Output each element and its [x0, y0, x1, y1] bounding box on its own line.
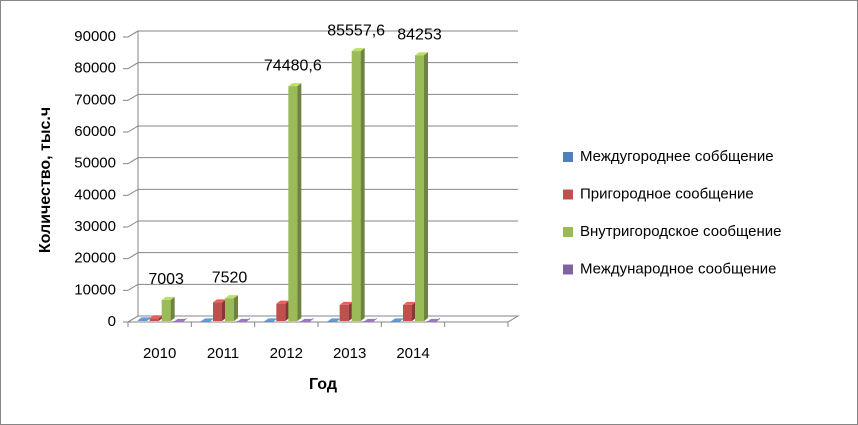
- bar: [225, 295, 238, 321]
- data-label: 74480,6: [264, 57, 322, 74]
- bar: [339, 301, 353, 321]
- grid-line: [127, 220, 518, 228]
- x-axis-title: Год: [309, 376, 337, 393]
- y-tick-label: 40000: [74, 186, 116, 203]
- y-tick-label: 30000: [74, 218, 116, 235]
- bar: [351, 48, 365, 322]
- bar-top: [276, 300, 290, 304]
- x-tick-label: 2014: [396, 345, 429, 362]
- bar-top: [415, 52, 428, 56]
- grid-line: [127, 283, 518, 291]
- legend-label: Международное сообщение: [580, 260, 776, 277]
- legend-swatch: [563, 264, 573, 275]
- y-tick-label: 10000: [74, 281, 116, 298]
- bar: [161, 296, 175, 321]
- bar-front: [339, 304, 349, 321]
- y-tick-label: 50000: [74, 155, 116, 172]
- bar: [363, 318, 377, 322]
- bar-front: [161, 299, 171, 321]
- bar-top: [149, 315, 163, 319]
- y-axis-title: Количество, тыс.ч: [37, 107, 54, 253]
- bar: [300, 318, 314, 322]
- bar: [415, 52, 428, 322]
- bar-side: [170, 296, 175, 321]
- bar-side: [424, 52, 428, 322]
- bar-front: [415, 55, 424, 322]
- bar-top: [363, 318, 377, 322]
- bar-front: [351, 51, 361, 322]
- grid-line: [127, 252, 518, 260]
- legend-swatch: [563, 152, 573, 162]
- y-tick-label: 20000: [74, 250, 116, 267]
- y-tick-label: 60000: [74, 123, 116, 140]
- grid-line: [127, 188, 518, 196]
- bar-front: [213, 302, 222, 321]
- grid-line: [127, 157, 518, 165]
- x-tick-label: 2010: [143, 345, 176, 362]
- bar-top: [300, 318, 314, 322]
- bar-front: [225, 298, 234, 321]
- bar-front: [288, 86, 298, 321]
- bar-side: [234, 295, 238, 321]
- x-tick-label: 2011: [207, 345, 239, 362]
- legend-swatch: [563, 227, 573, 237]
- bar: [213, 299, 226, 321]
- bar: [427, 318, 440, 322]
- bar-top: [201, 318, 214, 322]
- bar-top: [173, 318, 187, 322]
- bar: [288, 83, 302, 321]
- bar-top: [237, 318, 250, 322]
- bar: [276, 300, 290, 321]
- grid-line: [127, 30, 518, 38]
- bar-top: [391, 318, 404, 322]
- grid-line: [127, 93, 518, 101]
- bar-top: [137, 317, 151, 321]
- legend-label: Внутригородское сообщение: [580, 223, 782, 240]
- grid-line: [127, 315, 518, 323]
- bar-side: [360, 48, 365, 322]
- bar-front: [137, 320, 147, 321]
- legend-label: Междугороднее соббщение: [580, 148, 774, 165]
- bar-top: [403, 301, 416, 305]
- bar: [403, 301, 416, 321]
- x-tick-label: 2013: [333, 345, 366, 362]
- legend-label: Пригородное сообщение: [580, 185, 754, 202]
- grid-line: [127, 62, 518, 70]
- bar-top: [264, 318, 278, 322]
- data-label: 7003: [148, 271, 184, 288]
- y-tick-label: 90000: [74, 28, 116, 45]
- bar-front: [403, 304, 412, 321]
- bar-front: [149, 318, 159, 321]
- bar-top: [288, 83, 302, 87]
- bar-top: [427, 318, 440, 322]
- bar-top: [225, 295, 238, 299]
- x-tick-label: 2012: [270, 345, 303, 362]
- data-label: 85557,6: [327, 22, 385, 39]
- data-label: 84253: [397, 26, 442, 43]
- bar-top: [213, 299, 226, 303]
- bar-top: [327, 318, 341, 322]
- bar-top: [351, 48, 365, 52]
- y-tick-label: 70000: [74, 91, 116, 108]
- bar-side: [297, 83, 302, 321]
- y-tick-label: 80000: [74, 60, 116, 77]
- bar-front: [276, 303, 286, 321]
- bar-top: [161, 296, 175, 300]
- bar-top: [339, 301, 353, 305]
- y-tick-label: 0: [108, 313, 116, 330]
- data-label: 7520: [212, 269, 248, 286]
- bar: [173, 318, 187, 322]
- bar: [237, 318, 250, 322]
- grid-line: [127, 125, 518, 133]
- legend-swatch: [563, 189, 573, 200]
